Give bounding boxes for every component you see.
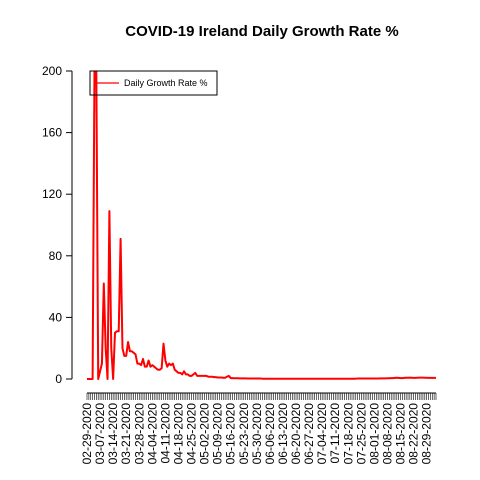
x-tick-label: 08-29-2020 (420, 403, 434, 465)
y-tick-label: 0 (55, 372, 62, 386)
x-tick-label: 06-27-2020 (302, 403, 316, 465)
y-tick-label: 120 (42, 187, 62, 201)
x-tick-label: 07-18-2020 (341, 403, 355, 465)
x-tick-label: 07-25-2020 (354, 403, 368, 465)
y-tick-label: 80 (49, 249, 63, 263)
x-tick-label: 05-09-2020 (211, 403, 225, 465)
x-tick-label: 03-28-2020 (132, 403, 146, 465)
x-tick-label: 07-04-2020 (315, 403, 329, 465)
x-axis: 02-29-2020 03-07-2020 03-14-2020 03-21-2020… (80, 392, 437, 465)
x-tick-label: 04-18-2020 (171, 403, 185, 465)
x-tick-label: 05-23-2020 (237, 403, 251, 465)
x-tick-label: 03-14-2020 (106, 403, 120, 465)
legend: Daily Growth Rate % (89, 70, 218, 96)
x-tick-label: 07-11-2020 (328, 403, 342, 464)
y-tick-label: 200 (42, 64, 62, 78)
legend-box (89, 70, 218, 96)
x-tick-label: 06-06-2020 (263, 403, 277, 465)
series-layer (87, 71, 436, 380)
x-tick-label: 03-07-2020 (93, 403, 107, 465)
chart-title: COVID-19 Ireland Daily Growth Rate % (125, 23, 398, 40)
y-tick-label: 160 (42, 126, 62, 140)
y-axis: 0 40 80 120 160 200 (42, 64, 73, 386)
x-tick-label: 06-13-2020 (276, 403, 290, 465)
x-tick-label: 04-11-2020 (158, 403, 172, 464)
x-tick-label: 05-16-2020 (224, 403, 238, 465)
x-tick-label: 08-15-2020 (394, 403, 408, 465)
x-tick-label: 08-08-2020 (380, 403, 394, 465)
x-tick-label: 02-29-2020 (80, 403, 94, 465)
series-line-daily-growth-rate (87, 71, 436, 380)
x-tick-label: 04-04-2020 (145, 403, 159, 465)
x-tick-label: 08-01-2020 (367, 403, 381, 465)
legend-label: Daily Growth Rate % (124, 78, 208, 88)
y-tick-label: 40 (49, 310, 63, 324)
x-tick-label: 04-25-2020 (185, 403, 199, 465)
x-tick-label: 03-21-2020 (119, 403, 133, 465)
x-tick-label: 05-02-2020 (198, 403, 212, 465)
x-tick-label: 05-30-2020 (250, 403, 264, 465)
x-tick-label: 06-20-2020 (289, 403, 303, 465)
x-tick-label: 08-22-2020 (407, 403, 421, 465)
